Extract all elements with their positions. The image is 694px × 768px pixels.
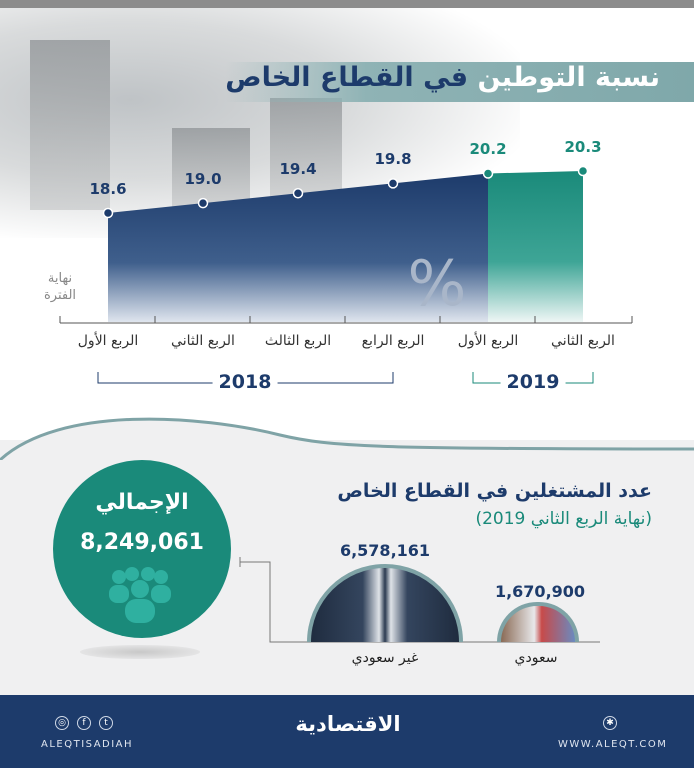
data-point	[482, 168, 494, 179]
employment-subtitle: (نهاية الربع الثاني 2019)	[475, 509, 652, 529]
social-handle[interactable]: ALEQTISADIAH	[41, 739, 134, 750]
circle-shadow	[80, 645, 200, 659]
data-point	[292, 187, 304, 199]
year-label: 2019	[500, 371, 566, 393]
saudi-value: 1,670,900	[494, 582, 586, 601]
data-label: 18.6	[89, 180, 127, 198]
building-image	[270, 98, 342, 198]
non-saudi-label: غير سعودي	[351, 650, 419, 666]
facebook-icon[interactable]: f	[77, 716, 91, 730]
footer	[0, 695, 694, 768]
people-group-icon	[109, 567, 171, 623]
employment-title: عدد المشتغلين في القطاع الخاص	[337, 480, 652, 502]
localization-chart: %	[59, 165, 633, 384]
year-label: 2018	[212, 371, 278, 393]
page-title: نسبة التوطين في القطاع الخاص	[225, 62, 660, 93]
data-point	[577, 165, 589, 177]
website-link[interactable]: WWW.ALEQT.COM	[558, 739, 668, 750]
area-2018	[108, 173, 488, 322]
data-point	[197, 197, 209, 209]
aleqt-logo: الاقتصادية	[295, 712, 401, 736]
x-tick-label: الربع الثاني	[171, 333, 235, 349]
x-tick-label: الربع الأول	[457, 333, 519, 349]
saudi-label: سعودي	[514, 650, 558, 666]
instagram-icon[interactable]: ◎	[55, 716, 69, 730]
building-image	[172, 128, 250, 208]
data-point	[387, 178, 399, 189]
y-axis-label: نهاية الفترة	[43, 271, 77, 303]
total-value: 8,249,061	[80, 530, 204, 555]
connector-lines	[239, 557, 600, 643]
data-label: 20.3	[564, 138, 602, 156]
title-highlight: نسبة التوطين	[477, 62, 660, 93]
data-label: 19.4	[279, 160, 317, 179]
data-label: 19.8	[374, 150, 412, 169]
x-tick-label: الربع الثالث	[264, 333, 332, 349]
total-label: الإجمالي	[95, 490, 189, 515]
x-tick-label: الربع الأول	[77, 333, 139, 349]
non-saudi-value: 6,578,161	[339, 541, 431, 560]
data-point	[102, 207, 114, 219]
title-rest: في القطاع الخاص	[225, 62, 469, 93]
x-tick-label: الربع الثاني	[551, 333, 615, 349]
twitter-icon[interactable]: t	[99, 716, 113, 730]
percent-symbol: %	[408, 247, 467, 320]
globe-icon: ✱	[603, 716, 617, 730]
data-label: 19.0	[184, 170, 222, 189]
building-image	[30, 40, 110, 210]
title-banner	[225, 62, 694, 102]
top-strip	[0, 0, 694, 8]
wave-divider	[0, 417, 694, 460]
area-2019	[488, 171, 583, 322]
x-tick-label: الربع الرابع	[361, 333, 425, 349]
data-label: 20.2	[469, 140, 507, 159]
